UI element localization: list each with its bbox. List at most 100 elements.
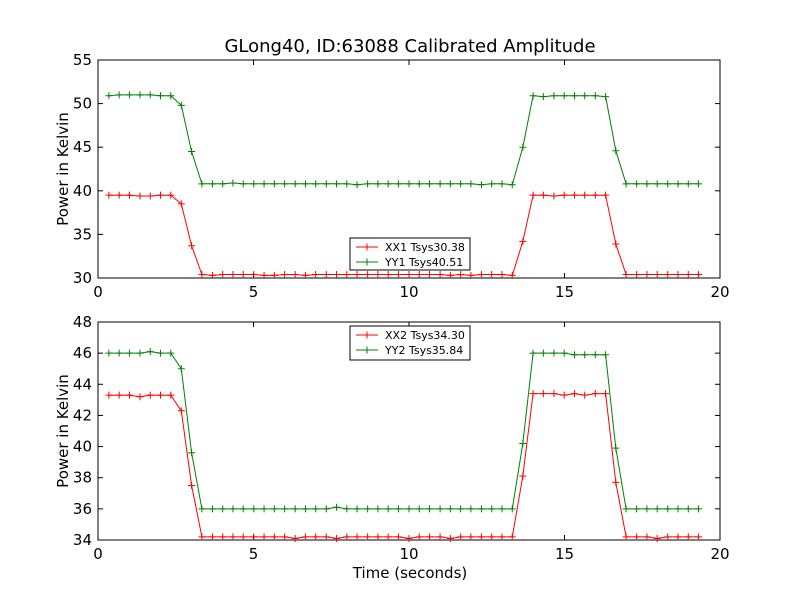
data-point (477, 271, 485, 279)
data-point (364, 271, 372, 279)
data-point (353, 505, 361, 513)
data-point (602, 351, 610, 359)
data-point (208, 271, 216, 279)
data-point (633, 533, 641, 541)
data-point (622, 180, 630, 188)
data-point (684, 533, 692, 541)
data-point (426, 533, 434, 541)
y-tick-label: 35 (73, 225, 92, 243)
data-point (394, 533, 402, 541)
data-point (177, 365, 185, 373)
data-point (446, 180, 454, 188)
data-point (260, 180, 268, 188)
y-tick-label: 40 (73, 182, 92, 200)
y-tick-label: 34 (73, 531, 92, 549)
data-point (436, 505, 444, 513)
data-point (198, 505, 206, 513)
legend: XX1 Tsys30.38 YY1 Tsys40.51 (349, 237, 471, 271)
data-point (157, 391, 165, 399)
data-point (394, 180, 402, 188)
data-point (529, 390, 537, 398)
data-point (570, 191, 578, 199)
data-point (250, 180, 258, 188)
data-point (405, 534, 413, 542)
y-axis-label: Power in Kelvin (54, 374, 72, 488)
data-point (333, 503, 341, 511)
data-point (405, 505, 413, 513)
x-tick-label: 5 (249, 283, 259, 301)
data-point (457, 180, 465, 188)
data-point (695, 271, 703, 279)
data-point (436, 271, 444, 279)
y-tick-label: 42 (73, 406, 92, 424)
data-point (208, 505, 216, 513)
data-point (446, 271, 454, 279)
data-point (208, 180, 216, 188)
y-tick-label: 48 (73, 313, 92, 331)
x-tick-label: 0 (93, 545, 103, 563)
x-tick-label: 20 (710, 545, 729, 563)
data-point (653, 505, 661, 513)
data-point (125, 349, 133, 357)
data-point (643, 180, 651, 188)
data-point (467, 505, 475, 513)
data-point (364, 505, 372, 513)
data-point (415, 533, 423, 541)
data-point (612, 240, 620, 248)
data-point (219, 271, 227, 279)
data-point (539, 390, 547, 398)
data-point (488, 271, 496, 279)
data-point (591, 191, 599, 199)
data-point (105, 391, 113, 399)
data-point (467, 180, 475, 188)
data-point (519, 439, 527, 447)
data-point (177, 200, 185, 208)
data-point (188, 449, 196, 457)
data-point (405, 180, 413, 188)
x-tick-label: 15 (555, 283, 574, 301)
data-point (384, 271, 392, 279)
data-point (115, 191, 123, 199)
data-point (498, 180, 506, 188)
data-point (105, 191, 113, 199)
data-point (105, 349, 113, 357)
data-point (394, 505, 402, 513)
data-point (188, 148, 196, 156)
y-tick-label: 55 (73, 51, 92, 69)
data-point (322, 533, 330, 541)
legend-marker (363, 243, 371, 251)
data-point (270, 271, 278, 279)
data-point (612, 444, 620, 452)
data-point (167, 191, 175, 199)
data-point (550, 349, 558, 357)
data-point (270, 180, 278, 188)
data-point (115, 91, 123, 99)
data-point (539, 93, 547, 101)
data-point (281, 505, 289, 513)
data-point (374, 180, 382, 188)
data-point (353, 271, 361, 279)
data-point (643, 533, 651, 541)
data-point (291, 534, 299, 542)
data-point (333, 180, 341, 188)
data-point (570, 390, 578, 398)
data-point (612, 147, 620, 155)
data-point (602, 390, 610, 398)
data-point (508, 533, 516, 541)
data-point (198, 180, 206, 188)
data-point (653, 271, 661, 279)
y-tick-label: 50 (73, 95, 92, 113)
data-point (146, 348, 154, 356)
data-point (674, 533, 682, 541)
data-point (291, 271, 299, 279)
data-point (436, 180, 444, 188)
data-point (405, 271, 413, 279)
data-point (291, 505, 299, 513)
data-point (384, 533, 392, 541)
data-point (550, 92, 558, 100)
data-point (333, 271, 341, 279)
chart-title: GLong40, ID:63088 Calibrated Amplitude (224, 36, 595, 57)
data-point (177, 407, 185, 415)
y-tick-label: 38 (73, 469, 92, 487)
data-point (260, 271, 268, 279)
